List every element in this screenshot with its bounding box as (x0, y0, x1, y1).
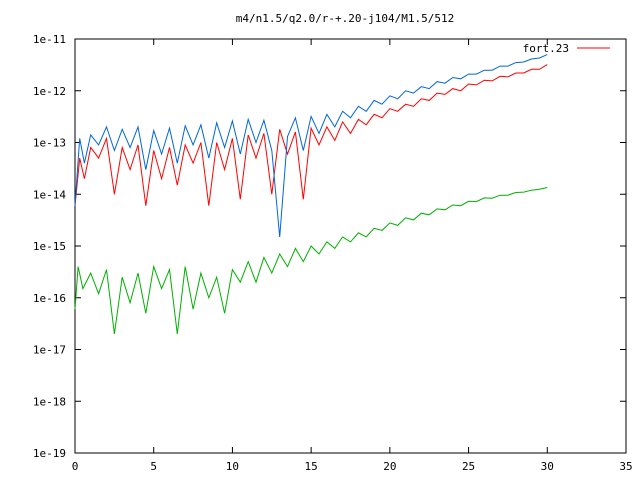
series-line-0 (74, 64, 548, 206)
x-axis-ticks: 0 5 10 15 20 25 30 35 (72, 39, 633, 473)
legend-label: fort.23 (523, 42, 569, 55)
series-group (74, 54, 548, 334)
y-tick-label: 1e-16 (33, 292, 66, 305)
y-tick-label: 1e-19 (33, 447, 66, 460)
y-tick-label: 1e-12 (33, 85, 66, 98)
y-tick-label: 1e-14 (33, 188, 66, 201)
x-tick-label: 25 (462, 460, 475, 473)
x-tick-label: 5 (150, 460, 157, 473)
x-tick-label: 10 (226, 460, 239, 473)
x-tick-label: 35 (619, 460, 632, 473)
series-line-1 (74, 54, 548, 237)
y-tick-label: 1e-18 (33, 395, 66, 408)
x-tick-label: 20 (383, 460, 396, 473)
plot-frame (74, 38, 627, 454)
chart-title: m4/n1.5/q2.0/r-+.20-j104/M1.5/512 (236, 12, 455, 25)
y-tick-label: 1e-15 (33, 240, 66, 253)
series-line-2 (74, 187, 548, 334)
y-tick-label: 1e-13 (33, 137, 66, 150)
y-axis-ticks: 1e-19 1e-18 1e-17 1e-16 1e-15 1e-14 1e-13 1e-12… (33, 33, 626, 460)
legend: fort.23 (523, 42, 610, 55)
x-tick-label: 0 (72, 460, 79, 473)
y-tick-label: 1e-17 (33, 344, 66, 357)
x-tick-label: 15 (305, 460, 318, 473)
x-tick-label: 30 (541, 460, 554, 473)
y-tick-label: 1e-11 (33, 33, 66, 46)
